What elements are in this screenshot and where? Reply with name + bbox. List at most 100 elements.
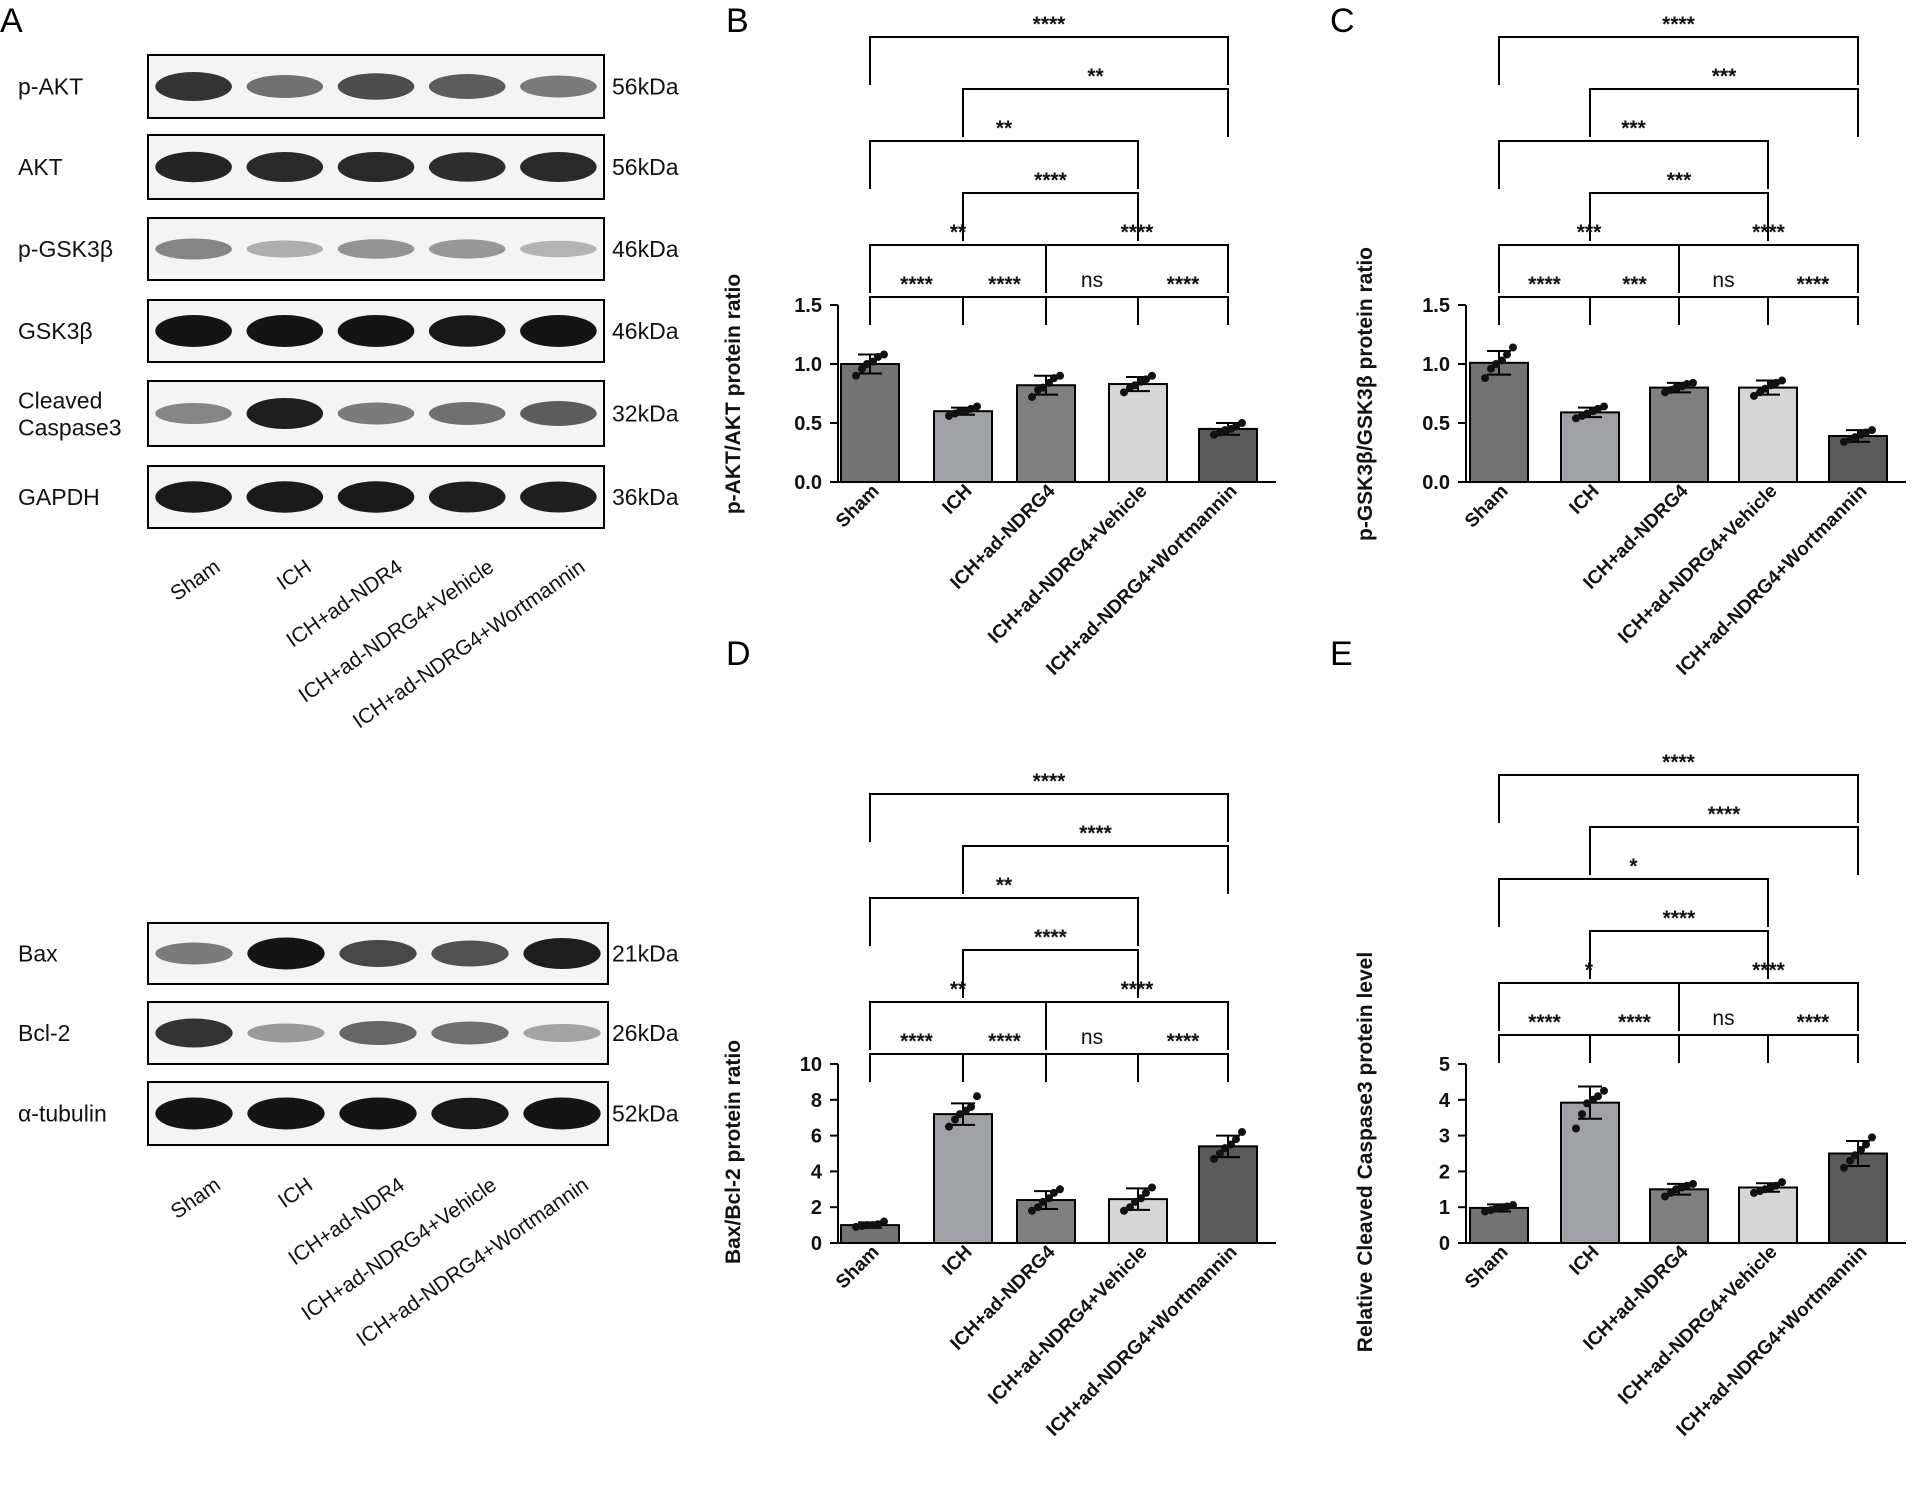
blot-band — [155, 315, 232, 347]
y-tick-label: 2 — [811, 1197, 822, 1219]
significance-label: **** — [1034, 169, 1068, 192]
data-point — [869, 357, 877, 366]
significance-label: **** — [1167, 1030, 1201, 1053]
data-point — [1509, 343, 1517, 352]
data-point — [1772, 378, 1780, 387]
data-point — [1028, 1206, 1036, 1215]
significance-label: **** — [1033, 770, 1067, 793]
significance-label: **** — [988, 273, 1022, 296]
significance-bracket: *** — [1498, 117, 1769, 189]
blot-band — [246, 481, 324, 513]
data-point — [1868, 426, 1876, 435]
data-point — [1216, 1149, 1224, 1158]
blot-band — [155, 151, 232, 183]
blot-band — [337, 481, 415, 513]
data-point — [1862, 428, 1870, 437]
data-point — [1503, 350, 1511, 359]
data-point — [1857, 1145, 1865, 1154]
data-point — [1594, 404, 1602, 413]
blot-band — [339, 1097, 417, 1130]
blot-row: Bax 21kDa — [18, 922, 679, 985]
significance-label: **** — [1033, 13, 1067, 36]
blot-band — [246, 152, 324, 182]
chart-p-akt-ratio: 0.0 0.5 1.0 1.5 p-AKT/AKT protein ratio Sham I… — [722, 13, 1276, 680]
blot-kda-label: 26kDa — [612, 1020, 679, 1046]
significance-label: *** — [1667, 169, 1692, 192]
significance-label: *** — [1622, 273, 1647, 296]
data-point — [1761, 384, 1769, 393]
data-point — [1583, 409, 1591, 418]
data-point — [1148, 1183, 1156, 1192]
panel-label-d: D — [726, 635, 751, 673]
data-point — [1126, 1203, 1134, 1212]
significance-bracket: *** — [1498, 221, 1680, 293]
data-point — [880, 1217, 888, 1226]
significance-bracket: **** — [1045, 978, 1229, 1050]
blot-row: p-AKT 56kDa — [18, 54, 679, 119]
blot-lane-label: Sham — [166, 555, 224, 605]
significance-label: **** — [1034, 926, 1068, 949]
bar — [1198, 427, 1258, 483]
y-tick-label: 5 — [1439, 1054, 1450, 1076]
data-point — [1689, 1179, 1697, 1188]
y-tick-label: 3 — [1439, 1126, 1450, 1148]
y-tick-label: 0.0 — [794, 472, 822, 494]
significance-bracket: **** — [1589, 907, 1769, 979]
bar — [933, 410, 993, 484]
data-point — [1221, 1144, 1229, 1153]
significance-label: **** — [1121, 221, 1155, 244]
blot-kda-label: 52kDa — [612, 1101, 679, 1127]
significance-label: ns — [1081, 269, 1103, 292]
blot-band — [428, 315, 506, 347]
blot-band — [428, 239, 506, 259]
significance-label: ns — [1081, 1026, 1103, 1049]
data-point — [1862, 1140, 1870, 1149]
blot-row: p-GSK3β 46kDa — [18, 217, 679, 281]
significance-label: **** — [900, 1030, 934, 1053]
x-tick-label: ICH+ad-NDRG4+Wortmannin — [1043, 1242, 1242, 1441]
data-point — [1750, 391, 1758, 400]
data-point — [1481, 374, 1489, 383]
blot-band — [247, 937, 325, 970]
significance-label: **** — [1618, 1011, 1652, 1034]
x-tick-label: ICH+ad-NDRG4+Vehicle — [1614, 481, 1781, 648]
data-point — [1689, 378, 1697, 387]
data-point — [863, 1221, 871, 1230]
blot-band — [247, 1023, 325, 1043]
x-tick-label: ICH — [1566, 1242, 1604, 1280]
data-point — [945, 411, 953, 420]
significance-bracket: *** — [1589, 65, 1859, 137]
significance-bracket: *** — [1589, 169, 1769, 241]
significance-label: **** — [1528, 1011, 1562, 1034]
data-point — [1661, 1192, 1669, 1201]
blot-kda-label: 46kDa — [612, 318, 679, 344]
data-point — [956, 1110, 964, 1119]
data-point — [1050, 1188, 1058, 1197]
blot-kda-label: 56kDa — [612, 154, 679, 180]
blot-row-label: p-GSK3β — [18, 236, 113, 262]
x-tick-label: ICH+ad-NDRG4+Vehicle — [1614, 1242, 1781, 1409]
significance-label: * — [1629, 855, 1638, 878]
significance-bracket: **** — [869, 13, 1229, 85]
data-point — [1227, 1140, 1235, 1149]
data-point — [945, 1122, 953, 1131]
blot-band — [520, 481, 597, 513]
data-point — [1778, 376, 1786, 385]
significance-label: **** — [1752, 959, 1786, 982]
bar — [1649, 1188, 1709, 1245]
blot-row-label: GAPDH — [18, 484, 100, 510]
significance-label: **** — [1167, 273, 1201, 296]
data-point — [1572, 414, 1580, 423]
blot-row-label: α-tubulin — [18, 1101, 107, 1127]
blot-band — [247, 1097, 325, 1130]
x-tick-label: ICH+ad-NDRG4+Vehicle — [984, 1242, 1151, 1409]
blot-row: Cleaved Caspase3 32kDa — [18, 380, 679, 447]
x-tick-label: Sham — [832, 1242, 883, 1293]
blot-row: GSK3β 46kDa — [18, 299, 679, 363]
significance-bracket: **** — [1498, 751, 1859, 823]
data-point — [1487, 364, 1495, 373]
blot-band — [520, 315, 597, 347]
data-point — [1210, 1154, 1218, 1163]
